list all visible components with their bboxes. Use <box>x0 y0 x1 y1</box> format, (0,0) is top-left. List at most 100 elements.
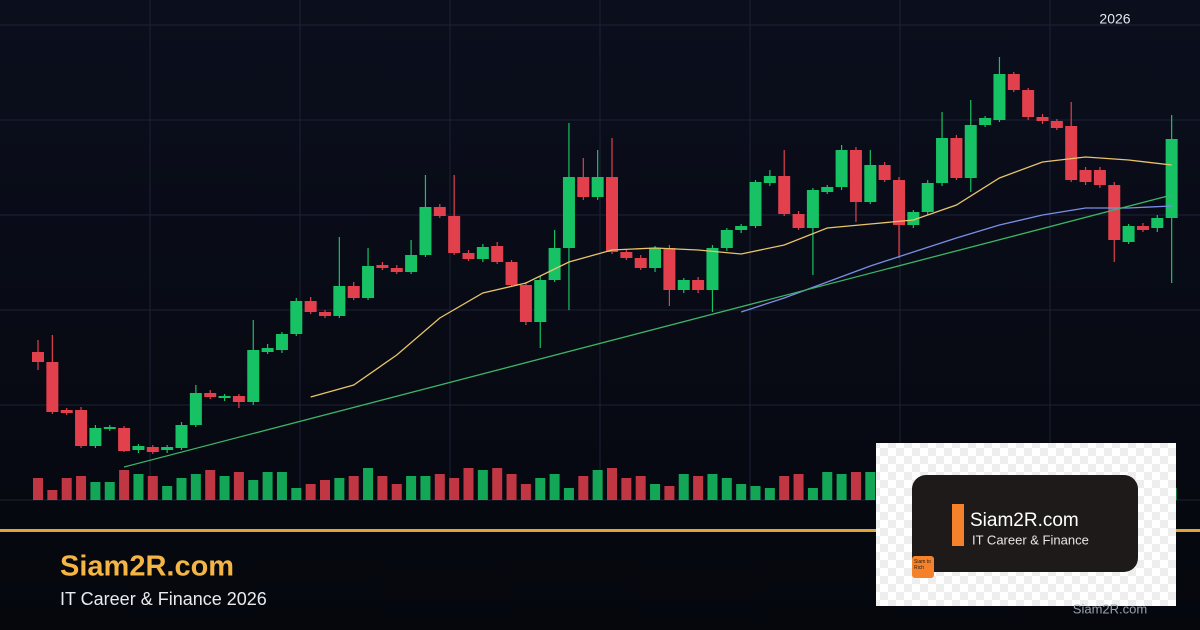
volume-bar <box>104 482 115 500</box>
volume-bar <box>592 470 603 500</box>
candle-body <box>1079 170 1092 182</box>
logo-card <box>912 475 1138 572</box>
candle-body <box>290 301 303 334</box>
candle-body <box>161 447 174 450</box>
candle-body <box>60 410 73 413</box>
volume-bar <box>836 474 847 500</box>
volume-bar <box>262 472 273 500</box>
candle-body <box>878 165 891 180</box>
candle-body <box>89 428 102 446</box>
candle-body <box>921 183 934 212</box>
candle-body <box>46 362 59 412</box>
candle-body <box>146 447 159 452</box>
candle-body <box>735 226 748 230</box>
candle-body <box>692 280 705 290</box>
volume-bar <box>305 484 316 500</box>
candle-body <box>649 248 662 268</box>
banner-title: Siam2R.com <box>60 551 234 583</box>
volume-bar <box>520 484 531 500</box>
candle-body <box>333 286 346 316</box>
volume-bar <box>133 474 144 500</box>
volume-bar <box>233 472 244 500</box>
candle-body <box>261 348 274 352</box>
candle-body <box>1136 226 1149 230</box>
candle-body <box>462 253 475 259</box>
candle-body <box>232 396 245 402</box>
candle-body <box>476 247 489 259</box>
year-label: 2026 <box>1099 11 1130 27</box>
volume-bar <box>650 484 661 500</box>
volume-bar <box>363 468 374 500</box>
candle-body <box>491 246 504 262</box>
candle-body <box>1007 74 1020 90</box>
logo-name: Siam2R.com <box>970 510 1079 531</box>
volume-bar <box>449 478 460 500</box>
candle-body <box>591 177 604 197</box>
candle-body <box>519 285 532 322</box>
candle-body <box>390 268 403 272</box>
grid <box>0 0 1200 501</box>
volume-bar <box>865 472 876 500</box>
volume-bar <box>578 476 589 500</box>
candle-body <box>950 138 963 178</box>
candle-body <box>720 230 733 248</box>
volume-bar <box>822 472 833 500</box>
overlay-line <box>310 156 1172 398</box>
candle-body <box>347 286 360 298</box>
volume-bar <box>291 488 302 500</box>
candle-body <box>763 176 776 183</box>
volume-bar <box>707 474 718 500</box>
volume-bar <box>635 476 646 500</box>
candle-body <box>979 118 992 125</box>
volume-bar <box>119 470 130 500</box>
candle-body <box>204 393 217 397</box>
candle-body <box>1108 185 1121 240</box>
candle-body <box>1050 121 1063 128</box>
volume-bar <box>678 474 689 500</box>
candle-body <box>993 74 1006 120</box>
volume-bar <box>506 474 517 500</box>
banner-subtitle: IT Career & Finance 2026 <box>60 589 267 609</box>
candle-body <box>792 214 805 228</box>
candle-body <box>433 207 446 216</box>
volume-bar <box>391 484 402 500</box>
candle-body <box>835 150 848 187</box>
candle-body <box>864 165 877 202</box>
candle-body <box>577 177 590 197</box>
volume-bar <box>664 486 675 500</box>
candle-body <box>275 334 288 350</box>
volume-bar <box>535 478 546 500</box>
logo-badge-text: Siam to Rich <box>914 559 931 571</box>
candle-body <box>634 258 647 268</box>
volume-bar <box>348 476 359 500</box>
candle-body <box>620 252 633 258</box>
volume-bar <box>76 476 87 500</box>
candle-body <box>103 427 116 429</box>
candle-body <box>1036 117 1049 121</box>
volume-bar <box>549 474 560 500</box>
volume-bar <box>492 468 503 500</box>
volume-bar <box>477 470 488 500</box>
volume-bar <box>406 476 417 500</box>
candle-body <box>606 177 618 252</box>
candle-body <box>175 425 188 448</box>
volume-bar <box>434 474 445 500</box>
candle-body <box>32 352 44 362</box>
candle-body <box>405 255 418 272</box>
candle-body <box>663 248 676 290</box>
volume-bar <box>850 472 861 500</box>
candle-body <box>419 207 432 255</box>
candle-body <box>806 190 819 228</box>
candle-body <box>1093 170 1106 185</box>
candle-body <box>706 248 719 290</box>
candle-body <box>778 176 791 214</box>
candle-body <box>319 312 331 316</box>
volume-bar <box>377 476 388 500</box>
volume-bar <box>736 484 747 500</box>
volume-bar <box>276 472 287 500</box>
volume-bar <box>693 476 704 500</box>
divider <box>0 529 1200 532</box>
candle-body <box>247 350 260 402</box>
